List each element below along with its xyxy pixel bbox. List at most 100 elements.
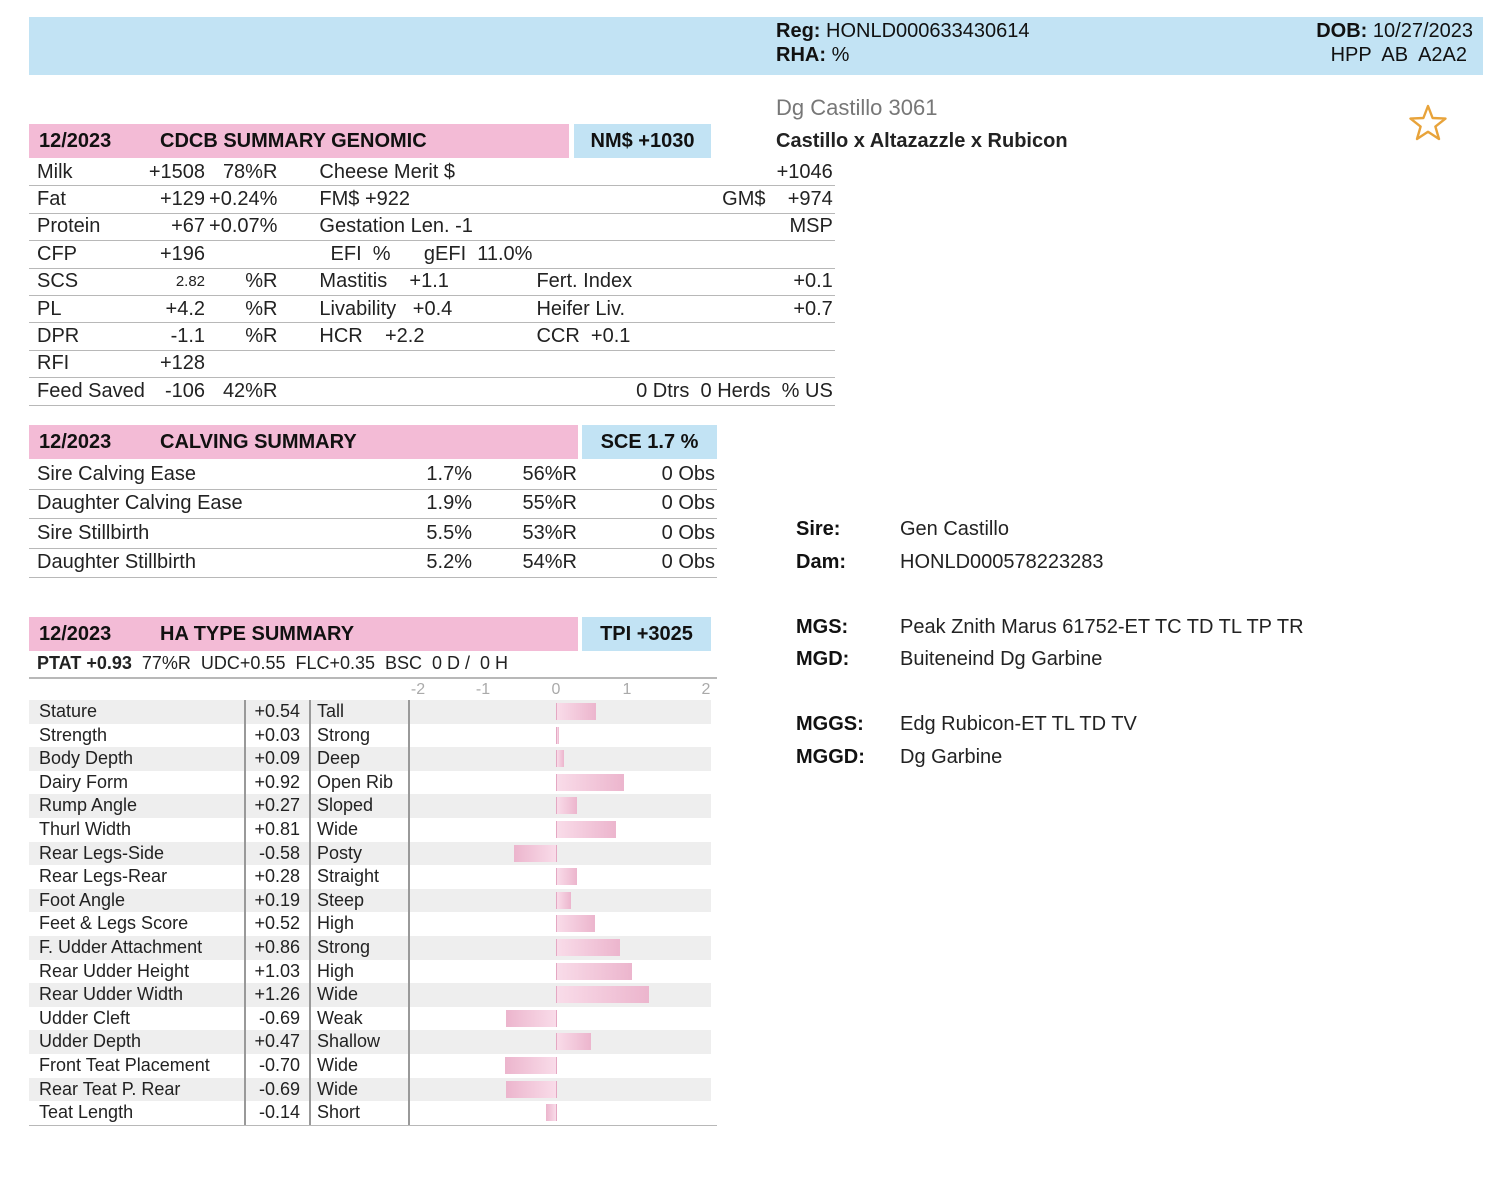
type-trait-row: Body Depth +0.09 Deep: [29, 747, 711, 771]
trait-bar: [513, 844, 557, 862]
trait-descriptor: Steep: [317, 889, 365, 910]
calving-cell: Daughter Calving Ease: [29, 489, 359, 519]
genomic-cell: [279, 350, 535, 379]
genomic-cell: Milk: [29, 159, 147, 187]
type-trait-row: Front Teat Placement -0.70 Wide: [29, 1054, 711, 1078]
type-trait-row: Stature +0.54 Tall: [29, 700, 711, 724]
genomic-cell: %R: [207, 268, 280, 296]
genomic-cell: [534, 159, 635, 187]
trait-bar: [556, 797, 577, 815]
type-trait-chart: Stature +0.54 Tall Strength +0.03 Strong Body …: [29, 700, 717, 1127]
calving-table: Sire Calving Ease 1.7% 56%R 0 Obs Daughter C…: [29, 460, 717, 578]
calving-cell: 56%R: [474, 460, 579, 490]
genomic-cell: +196: [146, 240, 208, 269]
trait-value: +0.03: [254, 724, 300, 745]
sce-badge: SCE 1.7 %: [582, 425, 717, 459]
trait-name: Body Depth: [39, 748, 134, 769]
trait-name: Front Teat Placement: [39, 1054, 210, 1075]
trait-value: -0.58: [258, 842, 300, 863]
trait-bar: [505, 1009, 557, 1027]
genomic-row: PL +4.2 %R Livability +0.4 Heifer Liv. +0.7: [29, 295, 835, 324]
trait-value: +1.03: [254, 960, 300, 981]
trait-value: +0.47: [254, 1031, 300, 1052]
trait-descriptor: Posty: [317, 842, 363, 863]
trait-name: Strength: [39, 724, 108, 745]
star-outline-icon[interactable]: [1407, 102, 1449, 144]
mgs-name: Peak Znith Marus 61752-ET TC TD TL TP TR: [900, 616, 1304, 638]
genomic-cell: +0.7: [634, 295, 835, 324]
dob-value: 10/27/2023: [1372, 20, 1473, 42]
nm-badge: NM$ +1030: [574, 124, 711, 158]
type-title: HA TYPE SUMMARY: [141, 617, 578, 651]
calving-row: Sire Stillbirth 5.5% 53%R 0 Obs: [29, 518, 717, 549]
trait-value: +1.26: [254, 984, 300, 1005]
genomic-cell: DPR: [29, 322, 147, 351]
type-trait-row: Dairy Form +0.92 Open Rib: [29, 771, 711, 795]
calving-row: Sire Calving Ease 1.7% 56%R 0 Obs: [29, 460, 717, 490]
trait-value: +0.54: [254, 701, 300, 721]
genomic-row: Milk +1508 78%R Cheese Merit $ +1046: [29, 159, 835, 187]
trait-descriptor: Sloped: [317, 795, 374, 816]
trait-descriptor: High: [317, 960, 355, 981]
trait-bar: [556, 773, 625, 791]
calving-cell: 5.2%: [359, 548, 474, 578]
rha: RHA: %: [776, 43, 849, 67]
type-trait-row: Teat Length -0.14 Short: [29, 1101, 711, 1125]
trait-descriptor: Straight: [317, 866, 380, 887]
genomic-cell: [634, 240, 835, 269]
trait-descriptor: Wide: [317, 1078, 359, 1099]
type-trait-row: Rear Udder Height +1.03 High: [29, 960, 711, 984]
genomic-cell: [207, 350, 280, 379]
divider: [29, 1124, 717, 1127]
trait-name: Foot Angle: [39, 889, 126, 910]
genomic-cell: Cheese Merit $: [279, 159, 535, 187]
type-trait-row: Strength +0.03 Strong: [29, 724, 711, 748]
type-trait-row: Feet & Legs Score +0.52 High: [29, 912, 711, 936]
trait-value: +0.92: [254, 771, 300, 792]
calving-cell: Sire Stillbirth: [29, 518, 359, 549]
calving-cell: 1.9%: [359, 489, 474, 519]
trait-value: +0.27: [254, 795, 300, 816]
column-divider: [408, 700, 410, 1125]
genomic-cell: +1508: [146, 159, 208, 187]
genomic-cell: [279, 377, 535, 406]
rha-label: RHA:: [776, 44, 826, 66]
genomic-row: SCS 2.82 %R Mastitis +1.1 Fert. Index +0.1: [29, 268, 835, 296]
genomic-cell: Fert. Index: [534, 268, 635, 296]
genomic-cell: +0.1: [634, 268, 835, 296]
trait-descriptor: Short: [317, 1102, 361, 1123]
type-trait-row: Rear Legs-Rear +0.28 Straight: [29, 865, 711, 889]
genomic-cell: MSP: [634, 213, 835, 242]
calving-cell: 0 Obs: [579, 460, 717, 490]
genomic-cell: Gestation Len. -1: [279, 213, 535, 242]
trait-descriptor: Wide: [317, 1054, 359, 1075]
trait-bar: [504, 1056, 557, 1074]
genomic-cell: +128: [146, 350, 208, 379]
reg-value: HONLD000633430614: [826, 20, 1030, 42]
genomic-cell: SCS: [29, 268, 147, 296]
genomic-cell: [534, 213, 635, 242]
calving-cell: 5.5%: [359, 518, 474, 549]
trait-bar: [556, 938, 620, 956]
trait-bar: [505, 1080, 557, 1098]
genomic-cell: [534, 377, 635, 406]
genomic-cell: FM$ +922: [279, 185, 535, 214]
genomic-title: CDCB SUMMARY GENOMIC: [141, 124, 569, 158]
rha-value: %: [831, 44, 850, 66]
genomic-cell: [534, 240, 635, 269]
genomic-cell: EFI % gEFI 11.0%: [279, 240, 535, 269]
trait-descriptor: Open Rib: [317, 771, 394, 792]
trait-bar: [556, 726, 560, 744]
axis-tick-label: 2: [701, 681, 711, 698]
trait-name: Stature: [39, 701, 98, 721]
genomic-cell: %R: [207, 322, 280, 351]
trait-descriptor: Tall: [317, 701, 345, 721]
trait-name: Udder Depth: [39, 1031, 142, 1052]
genomic-cell: 2.82: [146, 268, 208, 296]
calving-date: 12/2023: [29, 425, 147, 459]
pedigree-line: Castillo x Altazazzle x Rubicon: [776, 130, 1068, 152]
genomic-cell: 42%R: [207, 377, 280, 406]
genomic-cell: -106: [146, 377, 208, 406]
trait-value: +0.81: [254, 818, 300, 839]
genomic-cell: CFP: [29, 240, 147, 269]
